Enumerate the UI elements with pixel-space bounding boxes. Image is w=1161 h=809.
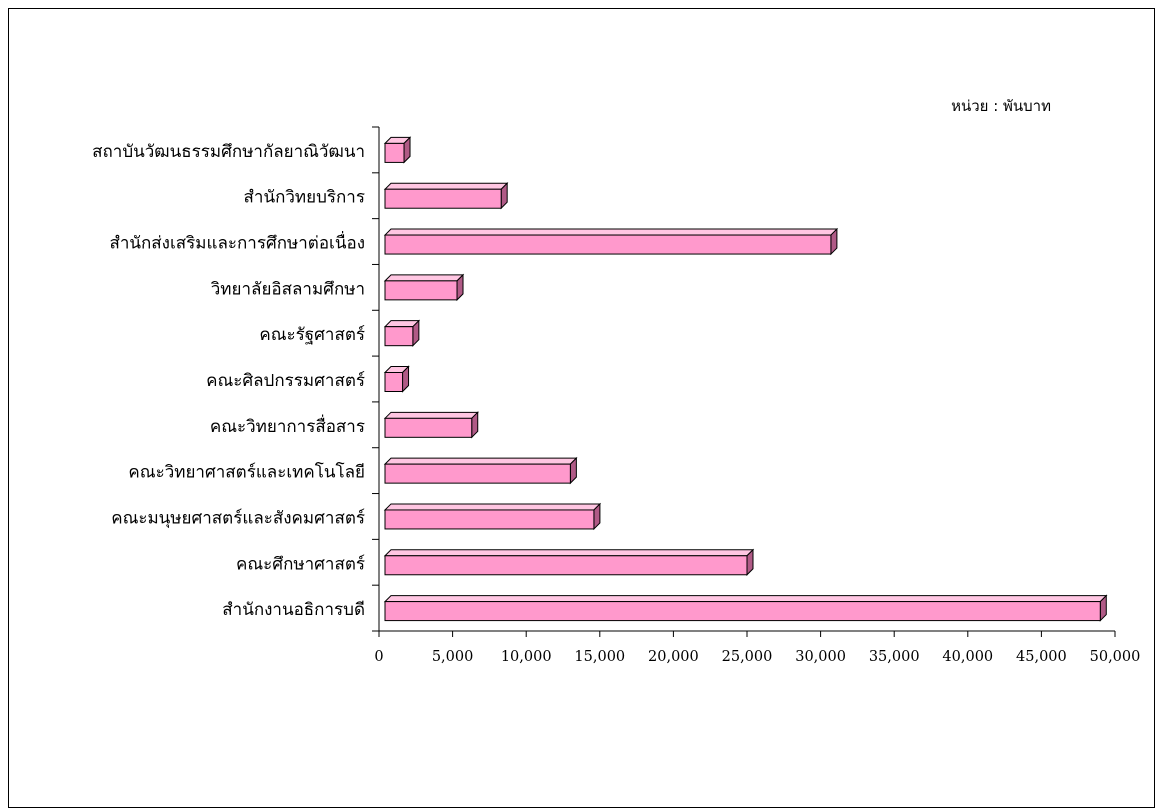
category-label: คณะวิทยาการสื่อสาร: [210, 414, 365, 437]
category-label: สถาบันวัฒนธรรมศึกษากัลยาณิวัฒนา: [92, 142, 365, 162]
bar-top: [383, 274, 465, 282]
bar: [383, 411, 479, 439]
bar: [383, 548, 755, 576]
bar: [383, 456, 578, 485]
x-tick-label: 40,000: [942, 649, 993, 665]
bar-top: [383, 411, 479, 419]
category-label: คณะรัฐศาสตร์: [259, 325, 365, 345]
x-tick-label: 10,000: [501, 649, 552, 665]
bar-front: [384, 280, 458, 301]
category-label: คณะศิลปกรรมศาสตร์: [206, 371, 365, 391]
x-tick-label: 45,000: [1016, 649, 1067, 665]
bar: [383, 319, 421, 347]
bar: [383, 182, 509, 210]
bar-front: [384, 417, 473, 438]
bar-front: [384, 372, 404, 392]
x-tick-label: 15,000: [574, 649, 625, 665]
category-label: คณะวิทยาศาสตร์และเทคโนโลยี: [128, 462, 365, 483]
x-tick-label: 5,000: [432, 649, 474, 665]
category-label: คณะมนุษยศาสตร์และสังคมศาสตร์: [111, 508, 365, 528]
x-tick-label: 20,000: [648, 649, 699, 665]
bar-top: [383, 182, 509, 190]
bar: [383, 227, 839, 256]
bar-front: [384, 326, 414, 347]
bar: [383, 502, 602, 531]
bar: [383, 365, 410, 393]
bar-front: [384, 463, 571, 484]
bar-front: [384, 509, 595, 530]
unit-label: หน่วย : พันบาท: [951, 97, 1051, 115]
bar: [383, 594, 1108, 622]
bar-top: [383, 503, 602, 511]
bar-top: [383, 595, 1108, 603]
x-tick-label: 35,000: [869, 649, 920, 665]
bar-front: [384, 188, 502, 209]
x-tick-label: 25,000: [722, 649, 773, 665]
category-label: สำนักส่งเสริมและการศึกษาต่อเนื่อง: [109, 231, 365, 254]
bar-top: [383, 228, 839, 236]
category-label: สำนักวิทยบริการ: [244, 188, 365, 208]
bar-front: [384, 142, 405, 163]
bar-top: [383, 549, 755, 557]
bar-top: [383, 457, 578, 465]
chart-svg: หน่วย : พันบาท 0 5,000 10,000 15,000 20,000 25…: [92, 97, 1141, 665]
bar-front: [384, 601, 1101, 622]
category-label: คณะศึกษาศาสตร์: [236, 554, 365, 574]
bar-front: [384, 234, 832, 255]
x-tick-label: 0: [374, 649, 383, 665]
category-label: สำนักงานอธิการบดี: [222, 600, 365, 620]
x-tick-label: 30,000: [795, 649, 846, 665]
x-tick-label: 50,000: [1090, 649, 1141, 665]
bar: [383, 136, 412, 164]
bar: [383, 273, 465, 302]
chart-frame: หน่วย : พันบาท 0 5,000 10,000 15,000 20,000 25…: [8, 8, 1155, 808]
category-label: วิทยาลัยอิสลามศึกษา: [210, 279, 365, 299]
bar-front: [384, 555, 748, 576]
